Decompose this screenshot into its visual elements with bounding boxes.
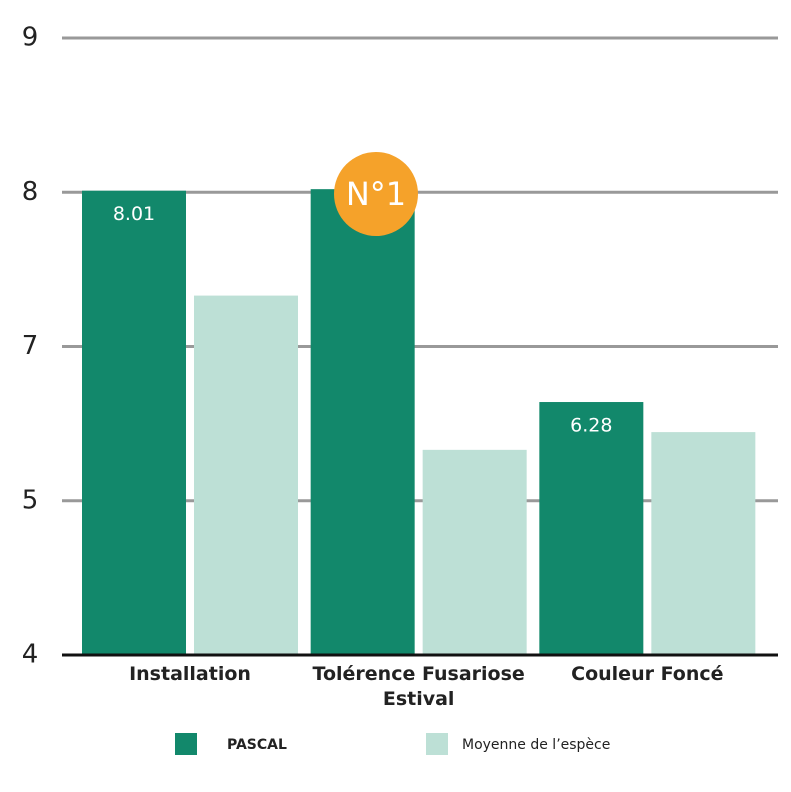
y-tick-label: 8 [22, 177, 39, 207]
y-tick-label: 7 [22, 331, 39, 361]
bar [310, 189, 415, 656]
legend-label: PASCAL [227, 737, 287, 753]
x-tick-label: Tolérence Fusariose Estival [312, 663, 525, 710]
data-label: 6.28 [570, 415, 612, 437]
bar [194, 295, 298, 655]
bar [651, 432, 756, 655]
data-label: 8.01 [113, 203, 155, 225]
legend-swatch [175, 733, 197, 755]
legend-swatch [426, 733, 448, 755]
legend-label: Moyenne de l’espèce [462, 737, 610, 753]
y-tick-label: 5 [22, 485, 39, 515]
y-tick-label: 4 [22, 640, 39, 670]
x-tick-label: Couleur Foncé [571, 663, 724, 685]
bar [539, 402, 644, 655]
x-tick-label: Installation [129, 663, 251, 685]
y-tick-label: 9 [22, 23, 39, 53]
badge-label: N°1 [346, 175, 406, 213]
bar [422, 449, 527, 655]
bar [82, 190, 186, 655]
badge [334, 152, 418, 236]
